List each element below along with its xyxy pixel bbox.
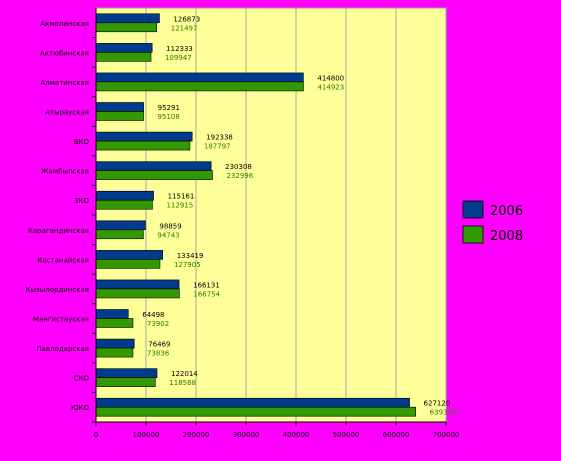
bar-2008 bbox=[95, 347, 134, 358]
bar-2006 bbox=[95, 13, 160, 24]
category-label: Атырауская bbox=[45, 109, 89, 117]
bar-2006 bbox=[95, 190, 154, 201]
category-label: Актюбинская bbox=[40, 49, 89, 57]
bar-2006 bbox=[95, 397, 410, 408]
bar-2006 bbox=[95, 161, 212, 171]
category-label: Карагандинская bbox=[28, 227, 89, 235]
bar-2006 bbox=[95, 309, 129, 319]
data-label-2006: 133419 bbox=[177, 252, 204, 260]
bar-2006 bbox=[95, 72, 304, 83]
legend-swatch bbox=[462, 200, 484, 219]
bar-2006 bbox=[95, 250, 164, 260]
data-label-2008: 639340 bbox=[430, 409, 457, 417]
data-label-2008: 73902 bbox=[147, 320, 169, 328]
legend: 2006 2008 bbox=[462, 200, 523, 244]
category-label: ЗКО bbox=[74, 197, 89, 205]
data-label-2008: 187797 bbox=[204, 143, 231, 151]
plot-area bbox=[95, 7, 447, 423]
data-label-2006: 126873 bbox=[173, 15, 200, 23]
bar-2006 bbox=[95, 131, 193, 142]
data-label-2008: 414923 bbox=[317, 83, 344, 91]
category-label: ВКО bbox=[74, 138, 90, 146]
data-label-2006: 98859 bbox=[159, 222, 181, 230]
x-tick-label: 100000 bbox=[133, 431, 160, 439]
bar-2008 bbox=[95, 22, 158, 33]
category-label: Кызылординская bbox=[26, 286, 90, 294]
bar-2008 bbox=[95, 377, 156, 387]
bar-2008 bbox=[95, 52, 152, 62]
data-label-2006: 64498 bbox=[142, 311, 164, 319]
data-label-2008: 118568 bbox=[169, 379, 196, 387]
bar-2008 bbox=[95, 111, 144, 121]
data-label-2008: 166754 bbox=[193, 290, 220, 298]
bar-2008 bbox=[95, 318, 134, 328]
legend-label: 2006 bbox=[490, 204, 523, 219]
data-label-2006: 230308 bbox=[225, 163, 252, 171]
data-label-2006: 122014 bbox=[171, 370, 198, 378]
bar-2006 bbox=[95, 220, 146, 231]
x-tick-label: 0 bbox=[94, 431, 98, 439]
data-label-2006: 112333 bbox=[166, 45, 193, 53]
data-label-2006: 414800 bbox=[317, 74, 344, 82]
bar-2006 bbox=[95, 279, 180, 290]
category-label: Акмолинская bbox=[40, 20, 89, 28]
category-label: Алматинская bbox=[40, 79, 89, 87]
x-tick-label: 600000 bbox=[383, 431, 410, 439]
axes-group: 0 100000 200000 300000 400000 500000 600000 700… bbox=[26, 8, 460, 439]
x-tick-label: 300000 bbox=[233, 431, 260, 439]
data-label-2008: 73836 bbox=[147, 350, 170, 358]
bar-2008 bbox=[95, 199, 153, 210]
category-label: Костанайская bbox=[38, 256, 89, 264]
data-label-2008: 109947 bbox=[165, 54, 192, 62]
category-label: СКО bbox=[74, 375, 90, 383]
bar-2008 bbox=[95, 259, 161, 269]
bar-2008 bbox=[95, 140, 191, 151]
x-tick-label: 400000 bbox=[283, 431, 310, 439]
category-label: ЮКО bbox=[71, 404, 90, 412]
data-label-2006: 627120 bbox=[424, 400, 451, 408]
x-tick-label: 700000 bbox=[433, 431, 460, 439]
category-label: Мангистауская bbox=[33, 316, 89, 324]
bar-2008 bbox=[95, 406, 416, 417]
bar-2006 bbox=[95, 102, 144, 112]
bar-2008 bbox=[95, 170, 213, 180]
data-label-2008: 112915 bbox=[166, 202, 193, 210]
data-label-2008: 121497 bbox=[171, 24, 198, 32]
data-label-2008: 94743 bbox=[157, 231, 179, 239]
data-label-2008: 232996 bbox=[226, 172, 253, 180]
x-tick-label: 200000 bbox=[183, 431, 210, 439]
bar-2008 bbox=[95, 229, 144, 240]
data-label-2006: 192338 bbox=[206, 134, 233, 142]
category-label: Павлодарская bbox=[36, 345, 89, 353]
x-tick-label: 500000 bbox=[333, 431, 360, 439]
legend-swatch bbox=[462, 225, 484, 244]
legend-label: 2008 bbox=[490, 229, 523, 244]
data-label-2006: 115161 bbox=[168, 193, 195, 201]
bar-2008 bbox=[95, 288, 180, 299]
data-label-2008: 95108 bbox=[158, 113, 180, 121]
category-label: Жамбылская bbox=[41, 168, 89, 176]
bar-2006 bbox=[95, 368, 158, 378]
data-label-2006: 76469 bbox=[148, 341, 170, 349]
data-label-2006: 95291 bbox=[158, 104, 180, 112]
bar-2006 bbox=[95, 43, 153, 53]
data-label-2008: 127905 bbox=[174, 261, 201, 269]
bar-2006 bbox=[95, 338, 135, 349]
data-label-2006: 166131 bbox=[193, 281, 220, 289]
bar-2008 bbox=[95, 81, 304, 92]
